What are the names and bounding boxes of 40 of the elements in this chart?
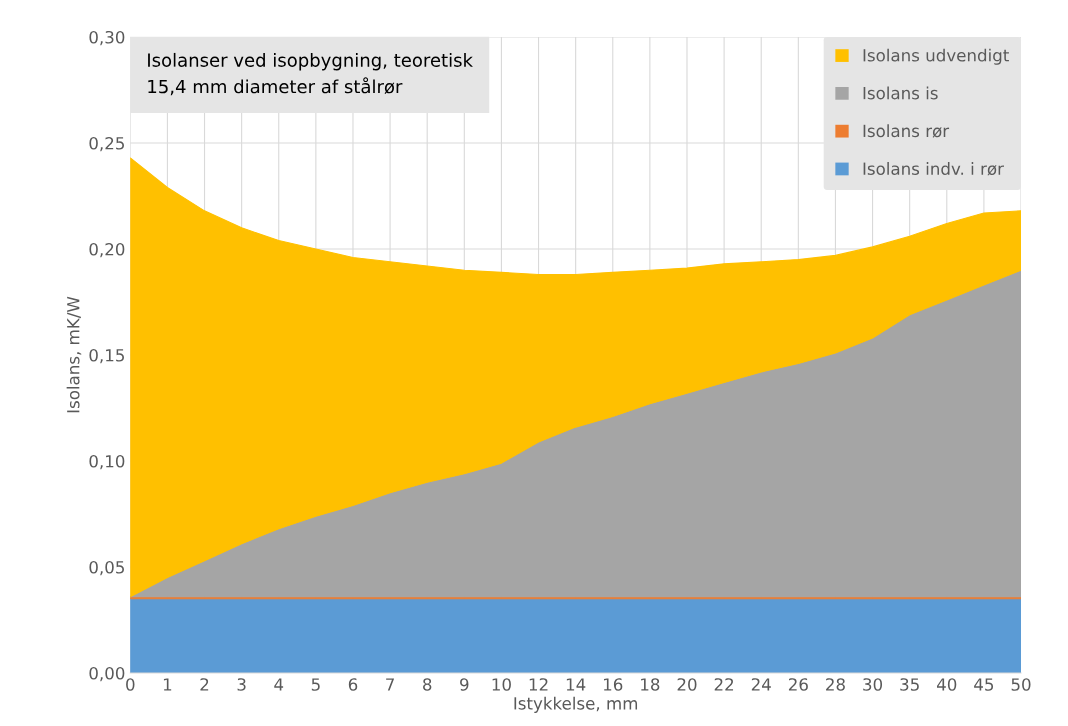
x-tick-label: 20	[677, 678, 697, 691]
y-tick-label: 0,15	[89, 348, 124, 364]
legend-label: Isolans rør	[863, 124, 950, 138]
x-tick-label: 18	[641, 678, 660, 691]
x-tick-label: 2	[200, 678, 209, 691]
x-tick-label: 22	[714, 678, 734, 691]
x-tick-label: 10	[492, 678, 511, 691]
x-tick-label: 5	[311, 678, 320, 691]
y-tick-label: 0,00	[89, 666, 125, 682]
x-tick-label: 7	[386, 678, 394, 691]
x-tick-label: 9	[460, 678, 469, 691]
x-tick-label: 3	[237, 678, 246, 691]
x-tick-label: 16	[603, 678, 623, 691]
x-axis-title: Istykkelse, mm	[514, 696, 638, 713]
x-tick-label: 12	[529, 678, 548, 691]
x-tick-label: 14	[566, 678, 586, 691]
legend-label: Isolans is	[863, 86, 938, 100]
y-tick-label: 0,05	[89, 560, 124, 576]
text: 15,4 mm diameter af stålrør	[148, 77, 403, 96]
x-tick-label: 35	[900, 678, 919, 691]
x-tick-label: 40	[936, 678, 957, 691]
y-tick-label: 0,20	[89, 242, 125, 258]
x-tick-label: 45	[974, 678, 994, 691]
x-tick-label: 26	[788, 678, 808, 691]
x-tick-label: 8	[423, 678, 432, 691]
x-tick-label: 28	[826, 678, 845, 691]
x-tick-label: 0	[126, 678, 135, 691]
x-tick-label: 1	[163, 678, 172, 691]
legend-label: Isolans udvendigt	[863, 48, 1009, 65]
legend-label: Isolans indv. i rør	[863, 162, 1004, 176]
x-tick-label: 30	[863, 678, 883, 691]
x-tick-label: 4	[274, 678, 284, 691]
y-tick-label: 0,30	[89, 30, 125, 46]
y-tick-label: 0,10	[89, 454, 125, 470]
y-tick-label: 0,25	[89, 136, 124, 152]
y-axis-title: Isolans, mK/W	[66, 296, 82, 413]
x-tick-label: 24	[751, 678, 771, 691]
text: Isolanser ved isopbygning, teoretisk	[148, 52, 473, 71]
x-tick-label: 50	[1011, 678, 1031, 691]
x-tick-label: 6	[348, 678, 358, 691]
